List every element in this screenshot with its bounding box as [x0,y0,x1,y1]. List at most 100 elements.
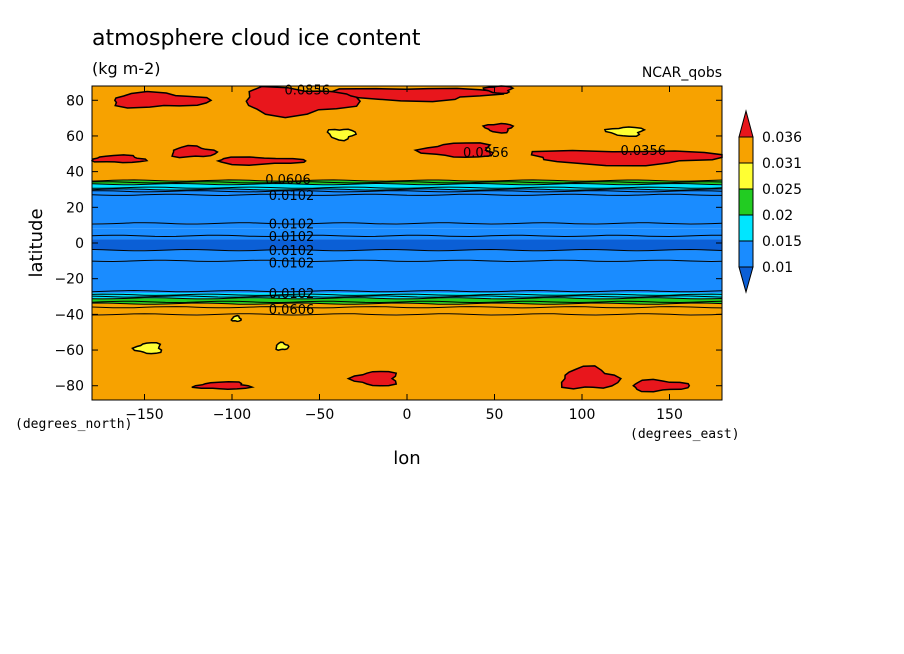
contour-line [91,193,722,197]
colorbar-segment [738,188,754,216]
x-axis-label: lon [393,448,420,469]
x-tick-label: −100 [213,407,251,423]
zonal-band [92,180,722,185]
colorbar-label: 0.01 [762,260,793,276]
x-tick-label: 100 [569,407,596,423]
x-tick-label: 50 [486,407,504,423]
contour-line [91,222,723,225]
x-tick-label: 150 [656,407,683,423]
y-tick-label: 0 [75,236,84,252]
x-axis-unit: (degrees_east) [630,427,740,442]
colorbar-label: 0.036 [762,130,802,146]
y-tick-label: −60 [54,343,84,359]
contour-line [91,297,723,300]
zonal-band [92,292,722,299]
max-region [113,90,213,109]
y-tick-label: 80 [66,93,84,109]
contour-line [91,188,723,191]
y-tick-label: −80 [54,379,84,395]
colorbar-top-arrow [738,109,754,138]
zonal-band [92,250,722,261]
colorbar-label: 0.025 [762,182,802,198]
contour-line [92,190,723,193]
zonal-band [92,314,722,400]
max-region [560,365,623,390]
colorbar: 0.036 0.031 0.025 0.02 0.015 0.01 [738,109,802,294]
contour-line [91,179,723,182]
contour-label: 0.0102 [269,189,315,204]
max-region [530,149,723,167]
y-tick-label: −20 [54,272,84,288]
colorbar-segment [738,214,754,242]
max-region [171,144,219,159]
y-tick-label: −40 [54,307,84,323]
max-region [413,142,495,159]
contour-line [91,289,723,293]
zonal-band [92,260,722,293]
contour-label: 0.0606 [265,173,311,188]
model-label: NCAR_qobs [642,65,722,81]
colorbar-label: 0.031 [762,156,802,172]
chart-units: (kg m-2) [92,59,161,78]
x-axis: −150 −100 −50 0 50 100 150 [125,86,683,423]
max-region [481,122,515,134]
contour-label: 0.0856 [285,84,331,99]
y-axis-unit: (degrees_north) [15,417,132,432]
colorbar-segment [738,136,754,164]
x-tick-label: −50 [305,407,335,423]
colorbar-label: 0.02 [762,208,793,224]
contour-label: 0.0102 [269,217,315,232]
colorbar-label: 0.015 [762,234,802,250]
max-region [215,156,307,166]
max-region [90,154,149,164]
contour-label: 0.0102 [269,230,315,245]
contour-line [91,248,723,252]
zonal-band [92,184,722,190]
zonal-band [92,298,722,304]
contour-line [91,302,723,305]
chart-title: atmosphere cloud ice content [92,26,421,51]
zonal-band [92,228,722,240]
max-region [346,370,398,387]
colorbar-bottom-arrow [738,266,754,294]
min-region [603,126,647,138]
field-marks [90,85,723,393]
min-region [275,341,290,351]
contour-label: 0.0606 [269,303,315,318]
min-region [131,342,163,355]
contour-line [91,293,723,296]
contour-label: 0.0356 [463,146,509,161]
contour-line [91,300,723,304]
y-tick-label: 60 [66,129,84,145]
contour-label: 0.0102 [269,244,315,259]
zonal-band [92,239,722,251]
contour-line [91,259,723,263]
max-region [632,378,691,393]
contour-line [91,295,723,298]
min-region [326,128,358,142]
contour-line [91,313,723,316]
colorbar-segment [738,240,754,268]
x-tick-label: 0 [403,407,412,423]
contour-line [91,234,722,238]
y-axis: −80 −60 −40 −20 0 20 40 60 80 [54,93,722,395]
zonal-band [92,303,722,315]
contour-label: 0.0102 [269,257,315,272]
y-axis-label: latitude [26,208,47,277]
contour-line [91,186,723,189]
zonal-band [92,223,722,229]
contour-label: 0.0356 [621,144,667,159]
max-region [245,85,362,119]
x-tick-label: −150 [125,407,163,423]
contour-label: 0.0102 [269,287,315,302]
colorbar-segment [738,162,754,190]
contour-line [91,306,723,309]
contour-line [91,182,723,186]
max-region [329,87,505,103]
y-tick-label: 20 [66,200,84,216]
y-tick-label: 40 [66,165,84,181]
contour-line [91,181,723,184]
min-region [230,314,243,323]
